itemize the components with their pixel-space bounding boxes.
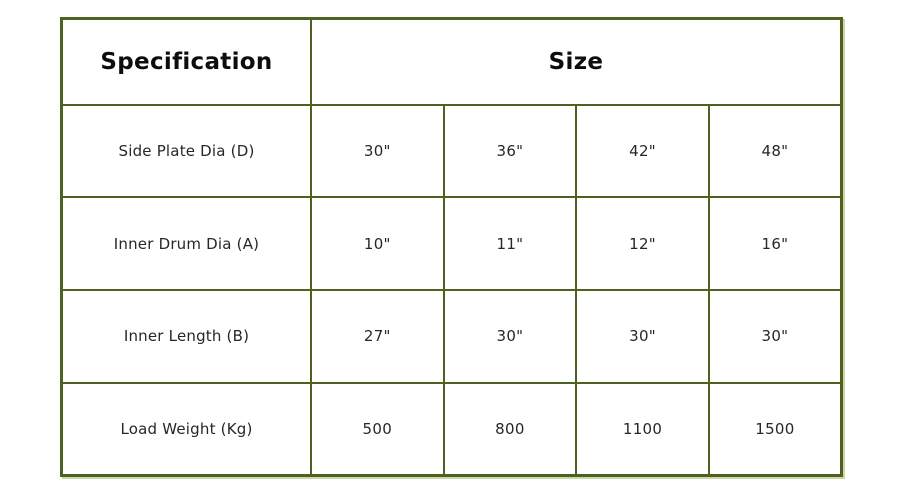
cell-value: 12" — [575, 196, 710, 291]
cell-value: 800 — [442, 381, 578, 477]
header-row: Specification Size — [60, 17, 843, 106]
row-label: Load Weight (Kg) — [60, 381, 312, 477]
header-specification: Specification — [60, 17, 312, 106]
table-row-load-weight: Load Weight (Kg) 500 800 1100 1500 — [60, 381, 843, 477]
row-label: Inner Drum Dia (A) — [60, 196, 312, 291]
cell-value: 48" — [707, 103, 843, 199]
cell-value: 1100 — [575, 381, 710, 477]
cell-value: 16" — [707, 196, 843, 291]
cell-value: 1500 — [707, 381, 843, 477]
specification-size-table: Specification Size Side Plate Dia (D) 30… — [60, 17, 843, 477]
cell-value: 36" — [442, 103, 578, 199]
cell-value: 11" — [442, 196, 578, 291]
cell-value: 500 — [310, 381, 445, 477]
row-label: Inner Length (B) — [60, 289, 312, 384]
table-body: Side Plate Dia (D) 30" 36" 42" 48" Inner… — [60, 103, 843, 477]
row-label: Side Plate Dia (D) — [60, 103, 312, 199]
cell-value: 30" — [442, 289, 578, 384]
table-row-inner-length: Inner Length (B) 27" 30" 30" 30" — [60, 289, 843, 384]
cell-value: 30" — [310, 103, 445, 199]
cell-value: 42" — [575, 103, 710, 199]
table-row-inner-drum-dia: Inner Drum Dia (A) 10" 11" 12" 16" — [60, 196, 843, 291]
cell-value: 30" — [575, 289, 710, 384]
table-header: Specification Size — [60, 17, 843, 106]
header-size: Size — [310, 17, 843, 106]
cell-value: 27" — [310, 289, 445, 384]
table-row-side-plate-dia: Side Plate Dia (D) 30" 36" 42" 48" — [60, 103, 843, 199]
cell-value: 10" — [310, 196, 445, 291]
cell-value: 30" — [707, 289, 843, 384]
